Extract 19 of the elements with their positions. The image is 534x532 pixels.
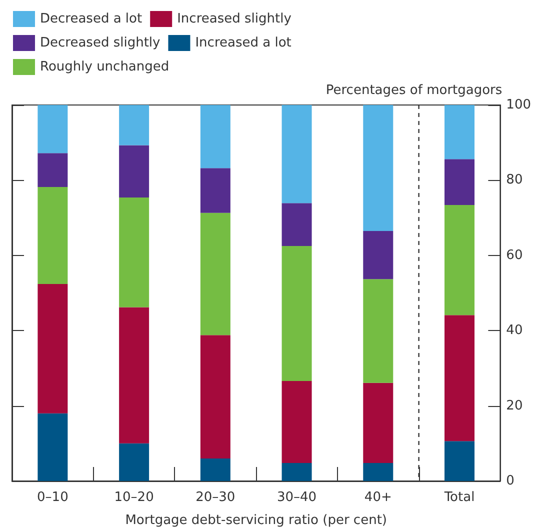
legend-label: Decreased slightly: [40, 36, 161, 50]
legend-label: Decreased a lot: [40, 12, 142, 26]
y-tick-label: 0: [506, 474, 514, 488]
x-tick-label: 30–40: [276, 490, 317, 505]
legend-label: Increased a lot: [195, 36, 292, 50]
y-tick-label: 80: [506, 172, 523, 188]
y-tick-label: 40: [506, 323, 523, 338]
y-tick-label: 20: [506, 398, 523, 414]
x-tick-label: 0–10: [37, 490, 68, 505]
x-axis-title: Mortgage debt-servicing ratio (per cent): [125, 513, 387, 528]
legend-label: Increased slightly: [177, 12, 292, 26]
y-tick-label: 100: [506, 98, 532, 112]
x-tick-label: 10–20: [114, 490, 154, 505]
y-tick-label: 60: [506, 248, 523, 263]
x-tick-label: 40+: [364, 490, 392, 505]
legend-label: Roughly unchanged: [40, 60, 170, 74]
y-axis-title: Percentages of mortgagors: [326, 83, 502, 98]
x-tick-label: Total: [443, 490, 475, 505]
x-tick-label: 20–30: [196, 490, 236, 505]
